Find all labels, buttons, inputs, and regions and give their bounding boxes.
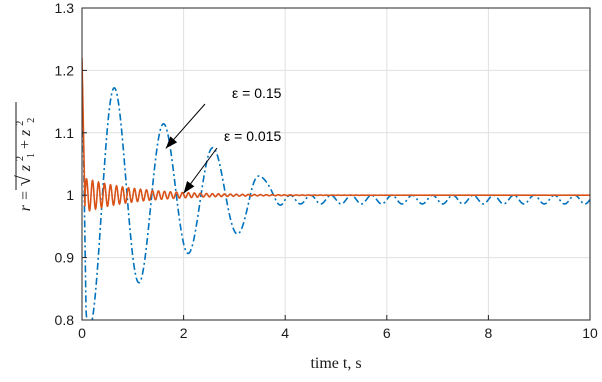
x-tick-label: 0 xyxy=(78,325,86,341)
series-line-eps-0.15 xyxy=(82,70,590,320)
y-tick-label: 1.2 xyxy=(55,62,75,78)
y-label-lhs: r = xyxy=(17,186,34,211)
y-label-z1-sub: 1 xyxy=(26,153,37,158)
x-tick-label: 10 xyxy=(582,325,598,341)
svg-text:r = √ z 2: r = √ z 2 1 + z 2 2 xyxy=(10,117,38,212)
y-label-z1-sup: 2 xyxy=(15,156,26,161)
y-label-z1: z xyxy=(17,164,34,172)
annotation-label: ε = 0.15 xyxy=(232,85,282,101)
x-tick-label: 8 xyxy=(485,325,493,341)
y-label-z2-sup: 2 xyxy=(15,121,26,126)
x-tick-label: 6 xyxy=(383,325,391,341)
y-tick-label: 0.9 xyxy=(55,250,75,266)
y-tick-label: 1.3 xyxy=(55,0,75,16)
x-tick-label: 4 xyxy=(281,325,289,341)
y-label-plus: + xyxy=(17,136,34,149)
annotation-arrow-head xyxy=(183,180,195,194)
y-label-z2-sub: 2 xyxy=(26,118,37,123)
series-line-eps-0.015 xyxy=(82,57,590,212)
y-tick-label: 1 xyxy=(66,187,74,203)
series-group xyxy=(82,57,590,320)
ticks: 0 2 4 6 8 10 0.8 0.9 1 1.1 1.2 1.3 xyxy=(55,0,598,341)
y-label-sqrt: √ xyxy=(13,175,35,186)
y-tick-label: 0.8 xyxy=(55,312,75,328)
axes-box xyxy=(81,7,591,321)
y-axis-label: r = √ z 2 1 + z 2 2 xyxy=(10,102,38,212)
annotation-label: ε = 0.015 xyxy=(224,128,281,144)
plot-area xyxy=(82,8,590,320)
x-axis-label: time t, s xyxy=(310,355,361,372)
y-tick-label: 1.1 xyxy=(55,125,75,141)
x-tick-label: 2 xyxy=(180,325,188,341)
annotations: ε = 0.15 ε = 0.015 xyxy=(165,85,282,194)
annotation-arrow-head xyxy=(165,136,178,149)
y-label-z2: z xyxy=(17,129,34,137)
